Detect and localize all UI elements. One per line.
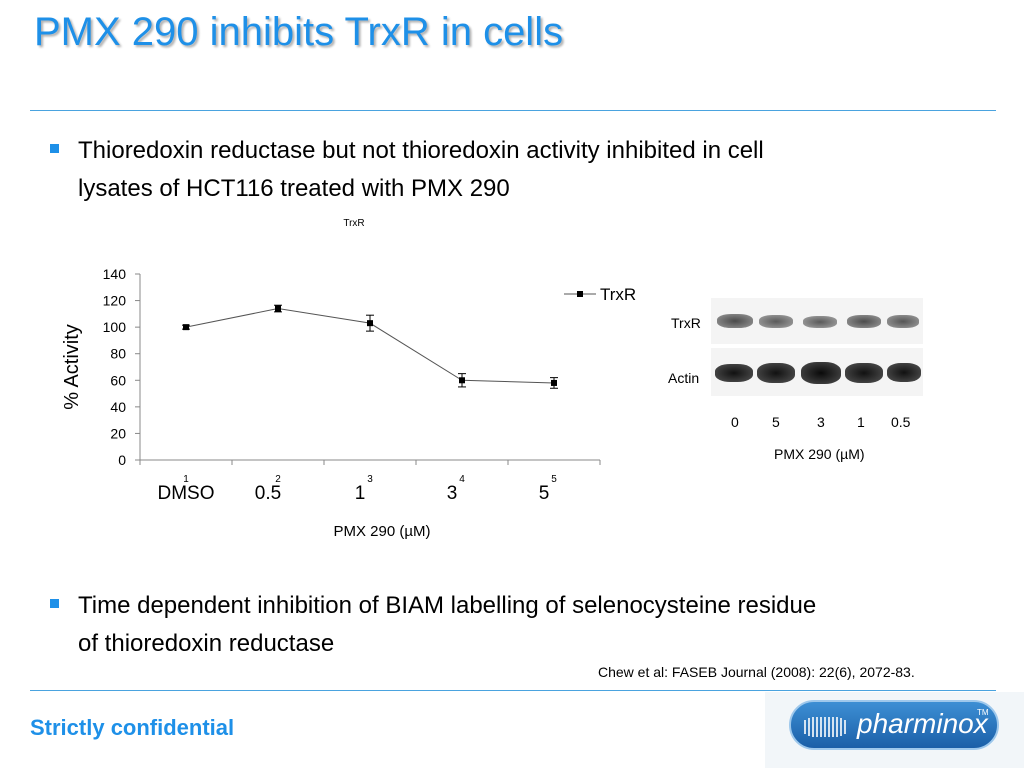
pharminox-logo: pharminox TM [765, 692, 1024, 768]
y-tick-label: 0 [118, 452, 126, 468]
blot-lane-label: 0.5 [891, 414, 911, 430]
blot-lane-label: 0 [731, 414, 739, 430]
x-index-label: 4 [459, 474, 465, 485]
y-tick-label: 120 [103, 293, 127, 309]
bullet-1-line-2: lysates of HCT116 treated with PMX 290 [78, 175, 510, 202]
data-point [183, 324, 189, 331]
data-point [275, 305, 281, 312]
y-tick-label: 40 [110, 399, 126, 415]
logo-pill: pharminox TM [789, 700, 999, 750]
bullet-square-icon [50, 144, 59, 153]
logo-trademark: TM [977, 708, 989, 717]
x-axis-label: PMX 290 (µM) [334, 523, 431, 540]
blot-xlabel: PMX 290 (µM) [774, 446, 865, 462]
blot-label-trxr: TrxR [671, 315, 701, 331]
title-divider [30, 110, 996, 111]
x-index-label: 3 [367, 474, 373, 485]
bullet-2-line-2: of thioredoxin reductase [78, 630, 335, 657]
blot-label-actin: Actin [668, 370, 700, 386]
data-point [459, 377, 465, 384]
logo-wordmark: pharminox [857, 708, 988, 739]
chart-title: TrxR [343, 218, 364, 229]
bullet-2: Time dependent inhibition of BIAM labell… [50, 587, 816, 663]
footer-confidential: Strictly confidential [30, 715, 235, 740]
legend-marker [577, 291, 583, 297]
legend-label: TrxR [600, 285, 636, 304]
logo-stripes-icon [804, 717, 846, 737]
blot-row-actin [711, 348, 923, 396]
x-index-label: 1 [183, 474, 189, 485]
blot-row-trxr [711, 298, 923, 344]
blot-lane-label: 5 [772, 414, 780, 430]
data-point [551, 379, 557, 386]
bullet-2-line-1: Time dependent inhibition of BIAM labell… [78, 592, 817, 619]
x-category-label: 1 [355, 483, 366, 504]
y-tick-label: 100 [103, 319, 127, 335]
y-tick-label: 20 [110, 425, 126, 441]
slide-title: PMX 290 inhibits TrxR in cells [34, 10, 564, 54]
data-point [367, 320, 373, 327]
x-category-label: 0.5 [255, 483, 281, 504]
x-index-label: 5 [551, 474, 557, 485]
x-category-label: 3 [447, 483, 458, 504]
y-axis-label: % Activity [61, 324, 83, 410]
y-tick-label: 60 [110, 372, 126, 388]
x-index-label: 2 [275, 474, 281, 485]
x-category-label: 5 [539, 483, 550, 504]
y-tick-label: 80 [110, 346, 126, 362]
x-category-label: DMSO [158, 483, 215, 504]
citation: Chew et al: FASEB Journal (2008): 22(6),… [598, 664, 915, 680]
bullet-1: Thioredoxin reductase but not thioredoxi… [50, 132, 764, 208]
bullet-square-icon [50, 599, 59, 608]
y-tick-label: 140 [103, 266, 127, 282]
blot-lane-label: 3 [817, 414, 825, 430]
western-blot [711, 298, 923, 396]
blot-lane-label: 1 [857, 414, 865, 430]
footer-divider [30, 690, 996, 691]
bullet-1-line-1: Thioredoxin reductase but not thioredoxi… [78, 137, 764, 164]
